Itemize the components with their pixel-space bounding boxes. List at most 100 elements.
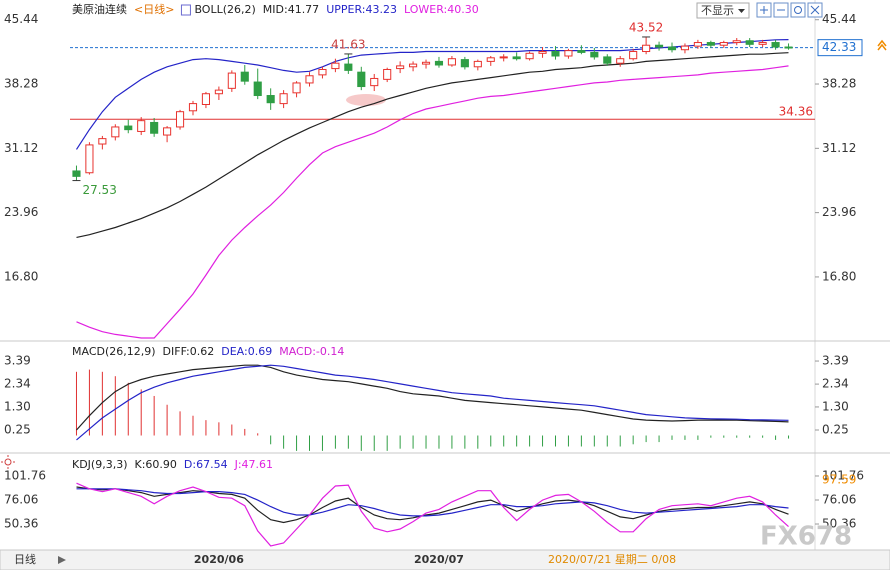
cursor-time: 2020/07/21 星期二 0/08: [548, 553, 676, 566]
legend-entry: MACD(26,12,9): [72, 345, 156, 358]
candle-body: [616, 58, 625, 64]
series-line: [76, 364, 789, 431]
candle-body: [667, 46, 677, 51]
legend-entry: MID:41.77: [263, 3, 319, 16]
y-tick-label: 0.25: [822, 423, 849, 437]
candle-body: [344, 63, 353, 71]
candle-body: [137, 120, 146, 132]
candle-body: [577, 50, 586, 53]
y-tick-label: 38.28: [822, 77, 856, 91]
y-tick-label: 45.44: [822, 12, 856, 26]
y-tick-label: 16.80: [822, 269, 856, 283]
candle-body: [279, 93, 288, 105]
candle-body: [603, 56, 612, 64]
candle-body: [318, 68, 327, 76]
y-tick-label: 1.30: [822, 399, 849, 413]
legend-entry: KDJ(9,3,3): [72, 458, 128, 471]
series-line: [76, 65, 789, 339]
y-tick-label: 2.34: [822, 377, 849, 391]
legend-entry: BOLL(26,2): [194, 3, 255, 16]
candle-body: [150, 121, 159, 134]
toolbar-icons: [756, 2, 823, 18]
series-line: [76, 482, 789, 547]
y-tick-label: 31.12: [822, 141, 856, 155]
legend-entry: 美原油连续: [72, 2, 127, 16]
display-button-label[interactable]: 不显示: [701, 4, 734, 17]
indicator-icon-rays: [1, 455, 15, 469]
candle-body: [655, 44, 664, 48]
watermark: FX678: [760, 522, 852, 552]
y-tick-label: 76.06: [822, 493, 856, 507]
candle-body: [460, 59, 469, 68]
y-tick-label-left: 1.30: [4, 399, 31, 413]
candle-body: [421, 61, 431, 65]
candle-body: [214, 89, 223, 95]
candle-body: [745, 40, 754, 45]
candle-body: [642, 44, 651, 53]
candle-body: [771, 42, 780, 48]
candle-body: [163, 127, 172, 136]
y-tick-label-left: 23.96: [4, 205, 38, 219]
legend-entry: LOWER:40.30: [404, 3, 479, 16]
y-tick-label-left: 38.28: [4, 77, 38, 91]
candle-body: [331, 62, 340, 70]
level-label: 34.36: [779, 105, 813, 119]
series-line: [76, 488, 789, 517]
candle-body: [201, 93, 210, 106]
y-tick-label: 3.39: [822, 354, 849, 368]
settings-icon[interactable]: [790, 2, 806, 18]
candle-body: [175, 111, 185, 128]
candle-body: [551, 51, 560, 57]
candle-body: [253, 81, 262, 97]
icon-glyph: [794, 6, 802, 14]
candle-body: [434, 60, 444, 66]
period-selector[interactable]: 日线: [14, 552, 36, 566]
indicator-icon[interactable]: [4, 458, 12, 466]
icon-glyph: [760, 6, 768, 14]
candle-body: [564, 50, 573, 57]
y-tick-label-left: 101.76: [4, 468, 46, 482]
legend-entry: DIFF:0.62: [163, 345, 215, 358]
candle-body: [486, 57, 495, 62]
dropdown-arrow[interactable]: [738, 9, 745, 13]
series-line: [76, 52, 789, 238]
legend-entry: DEA:0.69: [221, 345, 272, 358]
display-button[interactable]: [696, 2, 750, 19]
candle-body: [499, 56, 508, 59]
kdj-marker-label: 97.59: [822, 472, 856, 486]
candle-body: [784, 46, 793, 49]
candle-body: [98, 138, 107, 145]
candle-body: [85, 144, 94, 174]
x-tick-label: 2020/07: [414, 553, 464, 566]
candle-body: [629, 51, 638, 60]
candle-body: [370, 77, 379, 87]
y-tick-label-left: 76.06: [4, 493, 38, 507]
last-price-box: [817, 39, 863, 57]
extreme-label: 27.53: [82, 183, 116, 197]
candle-body: [447, 58, 456, 66]
y-tick-label-left: 3.39: [4, 354, 31, 368]
candle-body: [732, 40, 741, 44]
y-tick-label-left: 50.36: [4, 517, 38, 531]
candle-body: [124, 125, 133, 131]
candle-body: [525, 52, 534, 60]
legend-entry: D:67.54: [184, 458, 228, 471]
candle-body: [538, 51, 547, 54]
y-tick-label-left: 16.80: [4, 269, 38, 283]
last-price-label: 42.33: [822, 40, 856, 54]
candle-body: [693, 42, 702, 47]
y-tick-label: 101.76: [822, 468, 864, 482]
period-arrow[interactable]: [58, 556, 66, 564]
legend-entry: K:60.90: [135, 458, 177, 471]
extreme-label: 41.63: [331, 37, 365, 51]
candle-body: [111, 126, 120, 138]
candle-body: [512, 56, 521, 60]
candle-body: [188, 103, 198, 112]
scroll-icon[interactable]: [877, 39, 887, 51]
legend-entry: J:47.61: [234, 458, 273, 471]
extreme-label: 43.52: [629, 20, 663, 34]
candle-body: [72, 170, 81, 177]
